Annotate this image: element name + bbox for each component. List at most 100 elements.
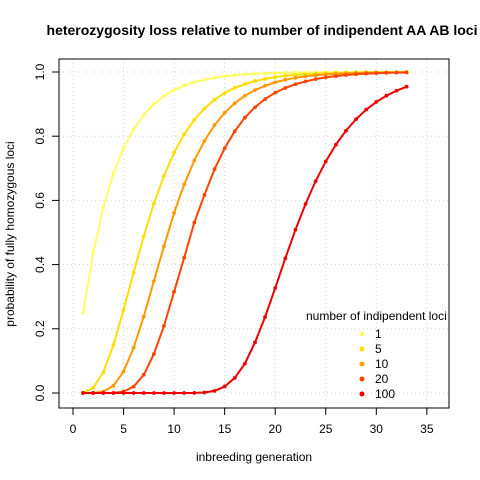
data-point bbox=[182, 83, 187, 88]
data-point bbox=[242, 361, 247, 366]
data-point bbox=[81, 391, 86, 395]
data-point bbox=[91, 385, 96, 390]
data-point bbox=[303, 74, 308, 79]
data-point bbox=[222, 384, 227, 389]
data-point bbox=[182, 182, 187, 187]
legend-marker bbox=[359, 331, 365, 337]
data-point bbox=[364, 71, 369, 76]
data-point bbox=[111, 391, 116, 395]
legend-marker bbox=[359, 361, 365, 367]
data-point bbox=[202, 106, 207, 111]
data-point bbox=[303, 202, 308, 206]
data-point bbox=[192, 158, 197, 163]
legend-label: 5 bbox=[375, 342, 382, 356]
data-point bbox=[172, 391, 177, 395]
data-point bbox=[283, 70, 288, 75]
data-point bbox=[212, 97, 217, 102]
x-tick-label: 35 bbox=[420, 422, 434, 436]
data-point bbox=[151, 352, 156, 356]
data-point bbox=[151, 391, 156, 395]
data-point bbox=[232, 86, 237, 90]
data-point bbox=[172, 150, 177, 155]
data-point bbox=[323, 159, 328, 164]
y-tick-label: 0.2 bbox=[33, 320, 47, 337]
legend-marker bbox=[359, 376, 365, 382]
data-point bbox=[253, 71, 257, 76]
data-point bbox=[303, 79, 308, 84]
data-point bbox=[364, 107, 369, 112]
data-point bbox=[333, 74, 338, 79]
series-100 bbox=[81, 84, 409, 395]
data-point bbox=[374, 71, 379, 76]
data-point bbox=[344, 73, 348, 77]
data-point bbox=[141, 314, 146, 319]
data-point bbox=[212, 75, 217, 80]
data-point bbox=[162, 173, 166, 178]
legend-marker bbox=[359, 391, 365, 397]
x-tick-label: 20 bbox=[269, 422, 283, 436]
data-point bbox=[131, 127, 136, 132]
data-point bbox=[273, 286, 278, 290]
data-point bbox=[404, 70, 409, 75]
data-point bbox=[131, 270, 136, 275]
data-point bbox=[131, 384, 136, 389]
x-axis-label: inbreeding generation bbox=[196, 450, 312, 464]
data-point bbox=[192, 80, 197, 85]
legend-label: 20 bbox=[375, 372, 389, 386]
data-point bbox=[222, 91, 227, 95]
data-point bbox=[354, 72, 358, 77]
data-point bbox=[273, 75, 278, 80]
data-point bbox=[121, 146, 126, 151]
data-point bbox=[151, 279, 156, 284]
data-point bbox=[242, 93, 247, 98]
data-point bbox=[212, 389, 217, 393]
data-point bbox=[91, 250, 96, 255]
legend-marker bbox=[359, 346, 365, 352]
series-line bbox=[83, 71, 407, 394]
data-point bbox=[202, 77, 207, 82]
data-point bbox=[162, 244, 166, 249]
y-axis-label: probability of fully homozygous loci bbox=[3, 141, 17, 326]
data-point bbox=[222, 146, 227, 151]
data-point bbox=[283, 77, 288, 82]
data-point bbox=[182, 391, 187, 395]
data-point bbox=[374, 100, 379, 104]
data-point bbox=[222, 74, 227, 79]
data-point bbox=[263, 76, 267, 81]
y-tick-label: 1.0 bbox=[33, 63, 47, 80]
data-point bbox=[242, 82, 247, 86]
data-point bbox=[232, 376, 237, 380]
data-point bbox=[212, 167, 217, 172]
data-point bbox=[394, 70, 399, 75]
data-point bbox=[253, 340, 257, 345]
data-point bbox=[293, 75, 298, 80]
data-point bbox=[283, 73, 288, 78]
data-point bbox=[81, 310, 86, 315]
x-tick-label: 10 bbox=[167, 422, 181, 436]
data-point bbox=[242, 72, 247, 77]
data-point bbox=[263, 71, 267, 76]
data-point bbox=[232, 101, 237, 106]
data-point bbox=[263, 83, 267, 88]
legend-title: number of indipendent loci bbox=[306, 309, 447, 323]
legend-label: 1 bbox=[375, 327, 382, 341]
data-point bbox=[263, 97, 267, 101]
data-point bbox=[313, 73, 318, 78]
x-tick-label: 0 bbox=[70, 422, 77, 436]
data-point bbox=[192, 391, 197, 395]
data-point bbox=[131, 345, 136, 350]
data-point bbox=[162, 94, 166, 99]
data-point bbox=[141, 112, 146, 117]
y-tick-label: 0.4 bbox=[33, 256, 47, 273]
data-point bbox=[354, 117, 358, 122]
data-point bbox=[101, 205, 106, 210]
data-point bbox=[313, 77, 318, 82]
data-point bbox=[162, 323, 166, 328]
legend-label: 10 bbox=[375, 357, 389, 371]
data-point bbox=[91, 391, 96, 395]
axes: 0 5 10 15 20 25 30 350.00.20.40.60.81.0 bbox=[33, 63, 434, 436]
data-point bbox=[172, 289, 177, 294]
data-point bbox=[202, 193, 207, 197]
data-point bbox=[182, 255, 187, 260]
x-tick-label: 30 bbox=[370, 422, 384, 436]
